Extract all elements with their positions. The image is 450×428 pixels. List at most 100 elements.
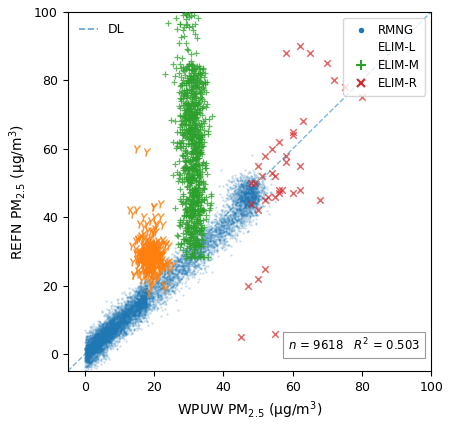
Point bbox=[216, 229, 223, 235]
Point bbox=[101, 331, 108, 338]
Point bbox=[192, 241, 199, 248]
Point bbox=[223, 217, 230, 224]
Point bbox=[223, 223, 230, 230]
Point bbox=[251, 182, 258, 189]
Point bbox=[152, 282, 159, 289]
Point bbox=[124, 320, 131, 327]
Point bbox=[182, 211, 189, 218]
Point bbox=[108, 325, 116, 332]
Point bbox=[140, 300, 147, 306]
Point bbox=[88, 349, 95, 356]
Point bbox=[137, 290, 144, 297]
Point bbox=[218, 207, 225, 214]
Point bbox=[123, 300, 130, 307]
Point bbox=[217, 223, 225, 230]
Point bbox=[98, 336, 105, 343]
Point bbox=[140, 306, 147, 313]
Point bbox=[88, 342, 95, 349]
Point bbox=[94, 330, 101, 337]
Point bbox=[241, 202, 248, 209]
Point bbox=[100, 343, 107, 350]
Point bbox=[116, 318, 123, 325]
Point bbox=[154, 279, 161, 286]
Point bbox=[157, 300, 164, 307]
Point bbox=[180, 112, 187, 119]
Point bbox=[241, 194, 248, 201]
Point bbox=[171, 205, 179, 212]
Point bbox=[161, 273, 168, 279]
Point bbox=[93, 351, 100, 357]
Point bbox=[131, 298, 138, 305]
Point bbox=[324, 60, 331, 67]
Point bbox=[242, 194, 249, 201]
Point bbox=[162, 276, 170, 283]
Point bbox=[103, 337, 110, 344]
Point bbox=[179, 63, 186, 70]
Point bbox=[104, 328, 111, 335]
Point bbox=[154, 285, 162, 292]
Point bbox=[142, 271, 149, 278]
Point bbox=[243, 195, 250, 202]
Point bbox=[93, 346, 100, 353]
Point bbox=[171, 270, 178, 277]
Point bbox=[115, 321, 122, 328]
Point bbox=[192, 254, 199, 261]
Point bbox=[180, 26, 187, 33]
Point bbox=[126, 290, 133, 297]
Point bbox=[116, 328, 123, 335]
Point bbox=[141, 298, 149, 305]
Point bbox=[152, 262, 159, 269]
Point bbox=[88, 346, 95, 353]
Point bbox=[249, 199, 256, 206]
Point bbox=[89, 334, 96, 341]
Point bbox=[189, 250, 196, 257]
Point bbox=[86, 336, 93, 343]
Point bbox=[97, 333, 104, 339]
Point bbox=[127, 294, 134, 301]
Point bbox=[192, 241, 199, 247]
Point bbox=[204, 251, 211, 258]
Point bbox=[196, 248, 203, 255]
Point bbox=[140, 272, 147, 279]
Point bbox=[123, 309, 130, 315]
Point bbox=[89, 359, 96, 366]
Point bbox=[107, 321, 114, 328]
Point bbox=[140, 295, 148, 302]
Point bbox=[158, 285, 165, 292]
Point bbox=[243, 210, 250, 217]
Point bbox=[88, 342, 95, 349]
Point bbox=[193, 250, 200, 256]
Point bbox=[88, 336, 95, 343]
Point bbox=[91, 343, 99, 350]
Point bbox=[180, 263, 187, 270]
Point bbox=[99, 332, 106, 339]
Point bbox=[211, 228, 218, 235]
Point bbox=[205, 217, 212, 224]
Point bbox=[125, 308, 132, 315]
Point bbox=[125, 312, 132, 319]
Point bbox=[116, 322, 123, 329]
Point bbox=[238, 220, 245, 227]
Point bbox=[194, 113, 201, 120]
Point bbox=[112, 313, 119, 320]
Point bbox=[126, 316, 133, 323]
Point bbox=[109, 335, 116, 342]
Point bbox=[199, 104, 206, 111]
Point bbox=[111, 320, 118, 327]
Point bbox=[113, 314, 121, 321]
Point bbox=[158, 270, 165, 277]
Point bbox=[129, 308, 136, 315]
Point bbox=[251, 184, 258, 190]
Point bbox=[97, 334, 104, 341]
Point bbox=[141, 293, 148, 300]
Point bbox=[136, 316, 143, 323]
Point bbox=[197, 265, 204, 272]
Point bbox=[86, 346, 93, 353]
Point bbox=[90, 360, 97, 367]
Point bbox=[187, 248, 194, 255]
Point bbox=[154, 288, 162, 295]
Point bbox=[126, 310, 133, 317]
Point bbox=[208, 224, 216, 231]
Point bbox=[120, 327, 127, 334]
Point bbox=[186, 158, 194, 165]
